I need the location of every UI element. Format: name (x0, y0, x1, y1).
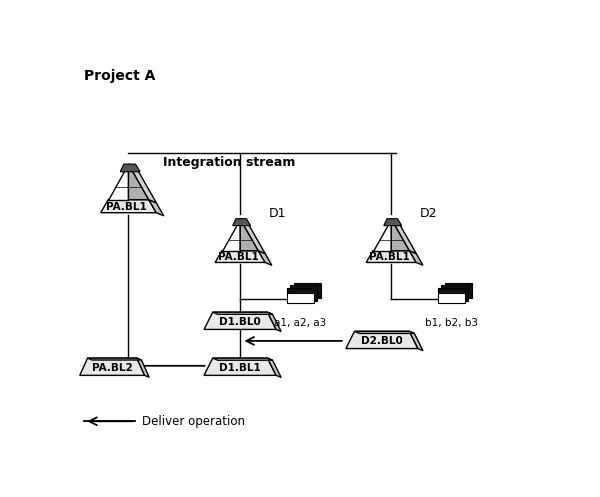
Text: Integration stream: Integration stream (163, 156, 295, 169)
Bar (293, 283, 320, 298)
Text: PA.BL1: PA.BL1 (106, 202, 147, 212)
Text: D1: D1 (268, 207, 286, 220)
Polygon shape (204, 312, 276, 330)
Text: b1, b2, b3: b1, b2, b3 (425, 318, 478, 328)
Polygon shape (149, 200, 164, 216)
Polygon shape (233, 219, 251, 226)
Text: a1, a2, a3: a1, a2, a3 (274, 318, 326, 328)
Polygon shape (222, 219, 240, 250)
Polygon shape (391, 219, 409, 250)
Polygon shape (391, 219, 416, 253)
Polygon shape (268, 312, 281, 331)
Text: Project A: Project A (84, 69, 155, 83)
Text: D1.BL1: D1.BL1 (219, 363, 261, 373)
Text: D2: D2 (419, 207, 437, 220)
Polygon shape (212, 312, 272, 314)
Text: D2.BL0: D2.BL0 (361, 336, 403, 346)
Polygon shape (120, 164, 140, 172)
Polygon shape (101, 200, 156, 213)
Polygon shape (108, 164, 128, 200)
Bar (438, 288, 465, 303)
Polygon shape (384, 219, 402, 226)
Polygon shape (409, 250, 423, 265)
Bar (445, 283, 472, 298)
Bar (438, 288, 465, 293)
Polygon shape (373, 219, 391, 250)
Polygon shape (137, 358, 149, 377)
Polygon shape (240, 219, 259, 250)
Bar (442, 285, 469, 301)
Text: D1.BL0: D1.BL0 (219, 317, 261, 327)
Bar (290, 285, 317, 301)
Polygon shape (215, 250, 265, 262)
Polygon shape (409, 331, 423, 351)
Polygon shape (204, 358, 276, 375)
Text: PA.BL1: PA.BL1 (218, 252, 259, 262)
Polygon shape (355, 331, 415, 333)
Polygon shape (88, 358, 142, 360)
Polygon shape (212, 358, 272, 360)
Polygon shape (240, 219, 265, 253)
Bar (287, 288, 314, 293)
Polygon shape (80, 358, 145, 375)
Polygon shape (128, 164, 156, 203)
Polygon shape (346, 331, 418, 348)
Polygon shape (128, 164, 149, 200)
Text: Deliver operation: Deliver operation (142, 415, 245, 428)
Bar (287, 288, 314, 303)
Text: PA.BL2: PA.BL2 (92, 363, 133, 373)
Polygon shape (366, 250, 416, 262)
Polygon shape (259, 250, 272, 265)
Polygon shape (268, 358, 281, 377)
Text: PA.BL1: PA.BL1 (370, 252, 410, 262)
